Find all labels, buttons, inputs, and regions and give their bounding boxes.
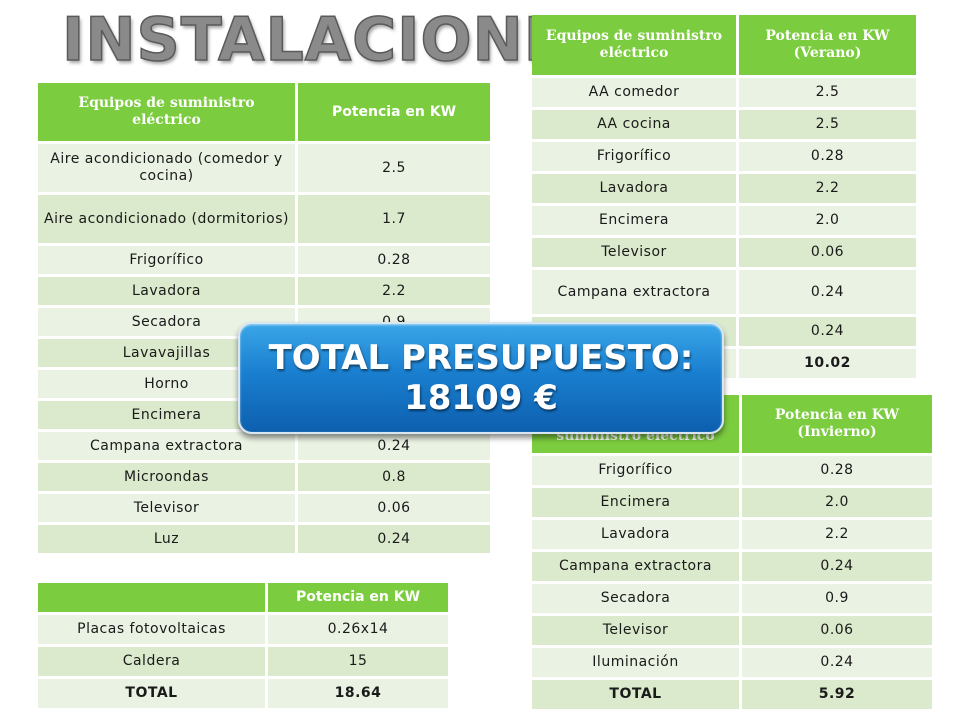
table-row: Campana extractora 0.24 bbox=[532, 552, 932, 581]
equipment-cell: Microondas bbox=[38, 463, 298, 491]
table-row: Frigorífico 0.28 bbox=[532, 456, 932, 485]
column-header: Potencia en KW bbox=[298, 83, 490, 141]
equipment-cell: Placas fotovoltaicas bbox=[38, 615, 268, 644]
power-cell: 1.7 bbox=[298, 195, 490, 243]
power-cell: 0.26x14 bbox=[268, 615, 448, 644]
power-cell: 0.24 bbox=[739, 317, 916, 346]
equipment-cell: Campana extractora bbox=[532, 270, 739, 314]
power-cell: 2.0 bbox=[742, 488, 932, 517]
power-cell: 2.5 bbox=[298, 144, 490, 192]
table-row: Placas fotovoltaicas 0.26x14 bbox=[38, 615, 448, 644]
equipment-cell: AA comedor bbox=[532, 78, 739, 107]
table-row: Aire acondicionado (comedor y cocina) 2.5 bbox=[38, 144, 490, 192]
equipment-cell: Caldera bbox=[38, 647, 268, 676]
power-cell: 2.2 bbox=[739, 174, 916, 203]
equipment-cell: Lavadora bbox=[532, 174, 739, 203]
winter-power-table: suministro eléctrico Potencia en KW (Inv… bbox=[532, 392, 932, 712]
equipment-cell: Lavadora bbox=[532, 520, 742, 549]
equipment-cell: Secadora bbox=[532, 584, 742, 613]
power-cell: 0.8 bbox=[298, 463, 490, 491]
equipment-cell: Luz bbox=[38, 525, 298, 553]
page-title: INSTALACIONES bbox=[61, 5, 610, 75]
table-row: Lavadora 2.2 bbox=[532, 520, 932, 549]
power-cell: 0.28 bbox=[739, 142, 916, 171]
equipment-cell: Lavadora bbox=[38, 277, 298, 305]
power-cell: 0.06 bbox=[298, 494, 490, 522]
column-header: Potencia en KW (Invierno) bbox=[742, 395, 932, 453]
total-label: TOTAL bbox=[532, 680, 742, 709]
power-cell: 2.2 bbox=[742, 520, 932, 549]
table-row: AA cocina 2.5 bbox=[532, 110, 916, 139]
power-cell: 0.28 bbox=[298, 246, 490, 274]
total-power-cell: 10.02 bbox=[739, 349, 916, 378]
total-power-cell: 18.64 bbox=[268, 679, 448, 708]
power-cell: 0.9 bbox=[742, 584, 932, 613]
power-cell: 15 bbox=[268, 647, 448, 676]
equipment-cell: Televisor bbox=[38, 494, 298, 522]
table-row: Luz 0.24 bbox=[38, 525, 490, 553]
power-cell: 0.24 bbox=[298, 432, 490, 460]
power-cell: 0.24 bbox=[739, 270, 916, 314]
power-cell: 0.24 bbox=[742, 552, 932, 581]
table-row: Microondas 0.8 bbox=[38, 463, 490, 491]
power-cell: 2.5 bbox=[739, 110, 916, 139]
power-cell: 0.24 bbox=[298, 525, 490, 553]
table-row: Caldera 15 bbox=[38, 647, 448, 676]
equipment-cell: Frigorífico bbox=[38, 246, 298, 274]
column-header bbox=[38, 583, 268, 612]
table-row: Iluminación 0.24 bbox=[532, 648, 932, 677]
table-row: Frigorífico 0.28 bbox=[532, 142, 916, 171]
column-header: Equipos de suministro eléctrico bbox=[532, 15, 739, 75]
equipment-cell: Campana extractora bbox=[532, 552, 742, 581]
table-row: Encimera 2.0 bbox=[532, 206, 916, 235]
column-header: Equipos de suministro eléctrico bbox=[38, 83, 298, 141]
column-header: Potencia en KW (Verano) bbox=[739, 15, 916, 75]
power-cell: 0.06 bbox=[742, 616, 932, 645]
main-equipment-table: Equipos de suministro eléctrico Potencia… bbox=[38, 80, 490, 556]
table-row-total: TOTAL 5.92 bbox=[532, 680, 932, 709]
equipment-cell: Campana extractora bbox=[38, 432, 298, 460]
equipment-cell: Frigorífico bbox=[532, 456, 742, 485]
banner-amount: 18109 € bbox=[404, 378, 558, 418]
equipment-cell: Aire acondicionado (dormitorios) bbox=[38, 195, 298, 243]
equipment-cell: Televisor bbox=[532, 238, 739, 267]
power-cell: 0.24 bbox=[742, 648, 932, 677]
column-header: Potencia en KW bbox=[268, 583, 448, 612]
equipment-cell: Encimera bbox=[532, 488, 742, 517]
equipment-cell: Televisor bbox=[532, 616, 742, 645]
equipment-cell: AA cocina bbox=[532, 110, 739, 139]
table-row: Lavadora 2.2 bbox=[532, 174, 916, 203]
equipment-cell: Frigorífico bbox=[532, 142, 739, 171]
power-cell: 2.2 bbox=[298, 277, 490, 305]
power-cell: 2.5 bbox=[739, 78, 916, 107]
equipment-cell: Iluminación bbox=[532, 648, 742, 677]
table-row: Televisor 0.06 bbox=[532, 238, 916, 267]
banner-label: TOTAL PRESUPUESTO: bbox=[268, 338, 694, 378]
table-row: Frigorífico 0.28 bbox=[38, 246, 490, 274]
power-cell: 0.28 bbox=[742, 456, 932, 485]
equipment-cell: Encimera bbox=[532, 206, 739, 235]
total-label: TOTAL bbox=[38, 679, 268, 708]
table-row: Campana extractora 0.24 bbox=[38, 432, 490, 460]
table-row-total: TOTAL 18.64 bbox=[38, 679, 448, 708]
production-table: Potencia en KW Placas fotovoltaicas 0.26x… bbox=[38, 580, 448, 711]
table-row: AA comedor 2.5 bbox=[532, 78, 916, 107]
equipment-cell: Aire acondicionado (comedor y cocina) bbox=[38, 144, 298, 192]
table-row: Televisor 0.06 bbox=[38, 494, 490, 522]
total-power-cell: 5.92 bbox=[742, 680, 932, 709]
table-row: Aire acondicionado (dormitorios) 1.7 bbox=[38, 195, 490, 243]
table-row: Lavadora 2.2 bbox=[38, 277, 490, 305]
table-row: Campana extractora 0.24 bbox=[532, 270, 916, 314]
power-cell: 0.06 bbox=[739, 238, 916, 267]
power-cell: 2.0 bbox=[739, 206, 916, 235]
table-row: Encimera 2.0 bbox=[532, 488, 932, 517]
total-budget-banner: TOTAL PRESUPUESTO: 18109 € bbox=[238, 322, 724, 434]
table-row: Televisor 0.06 bbox=[532, 616, 932, 645]
